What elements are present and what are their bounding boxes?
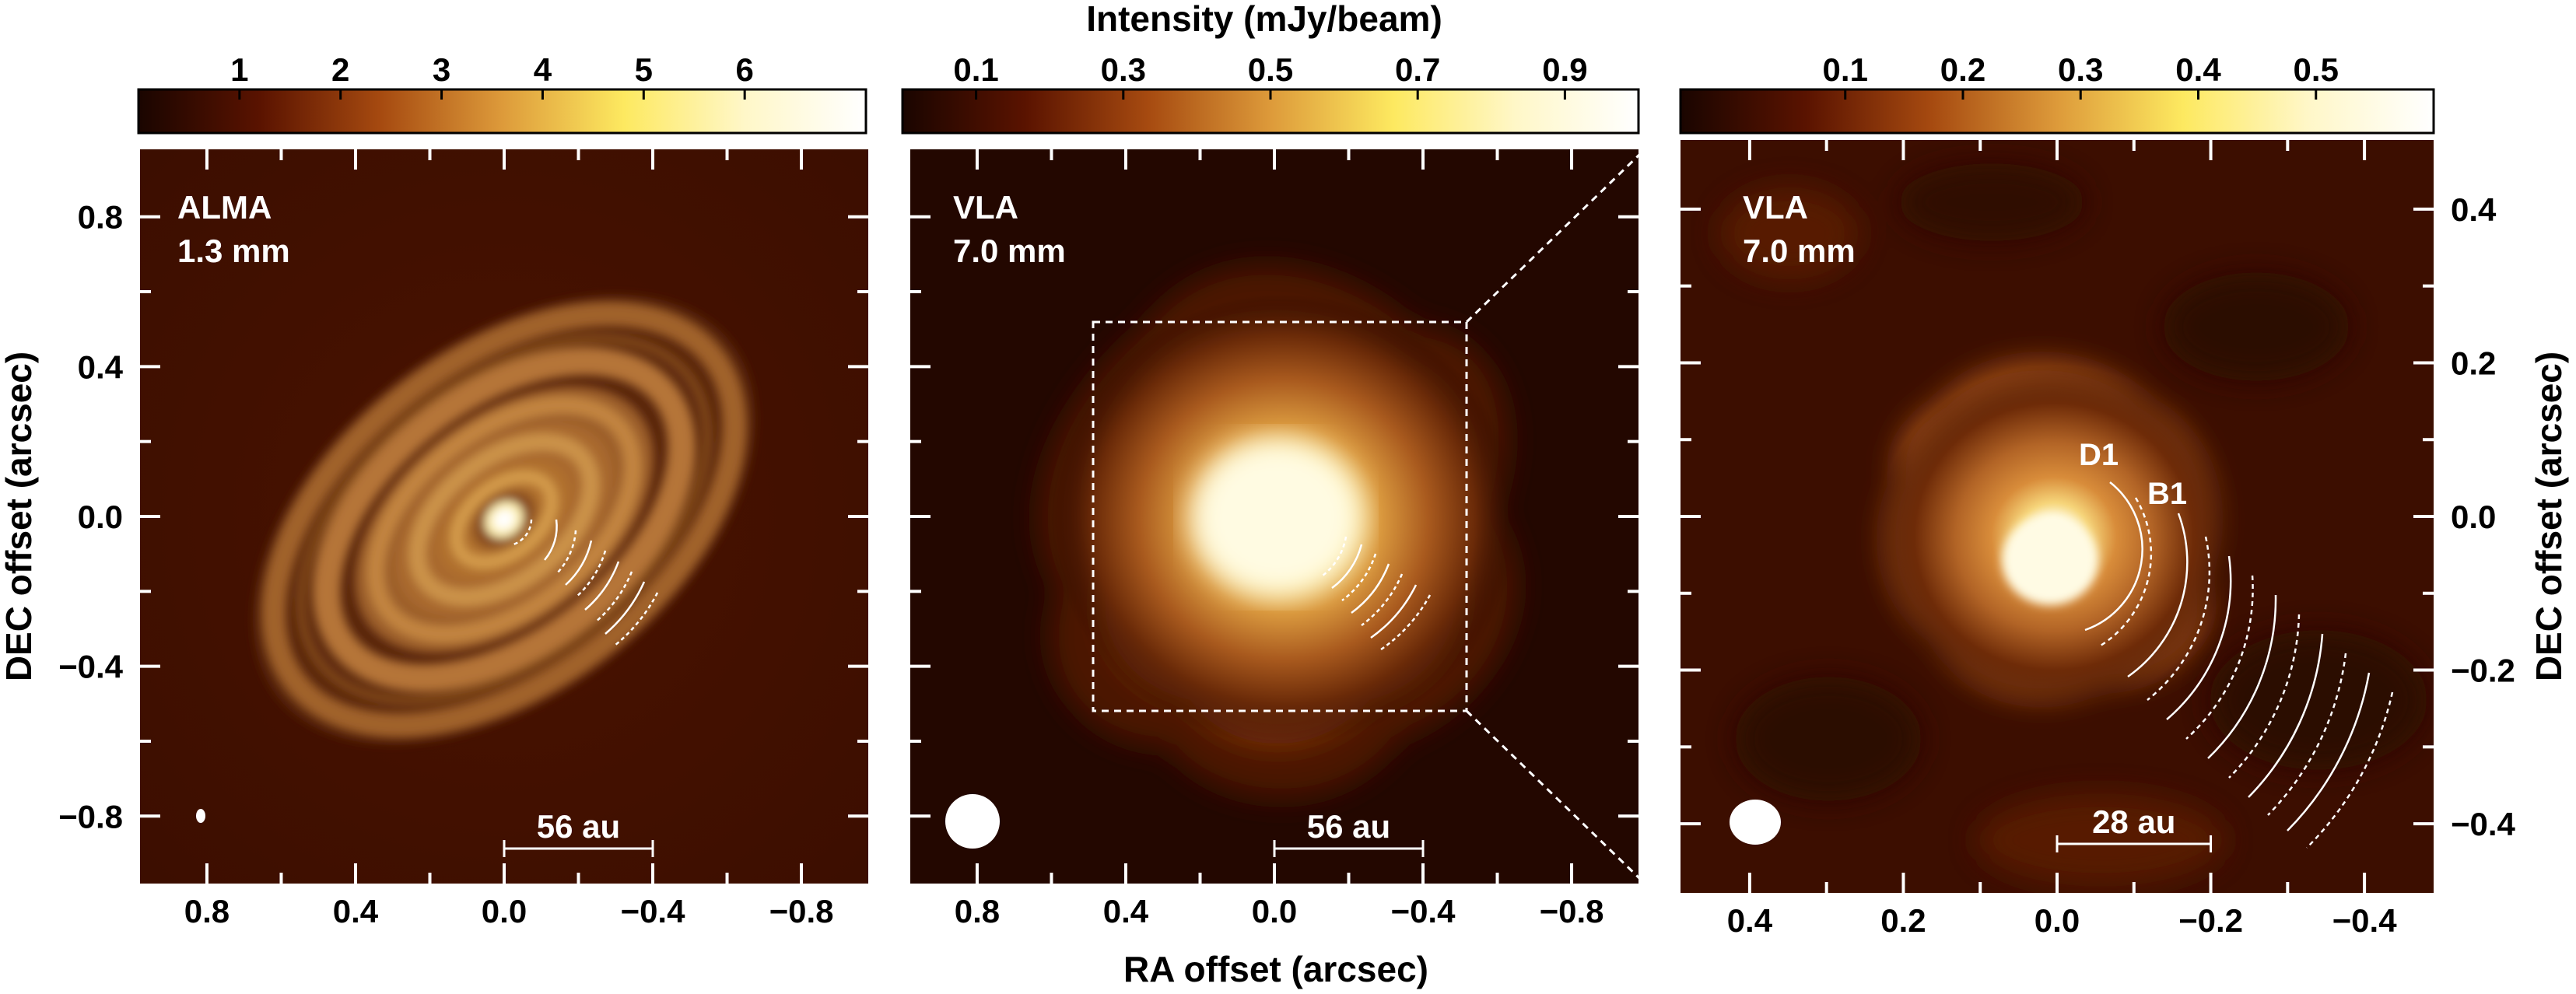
colorbar-3	[1679, 88, 2435, 135]
colorbar-1	[137, 88, 867, 135]
x-tick-label: −0.8	[1540, 893, 1604, 929]
ring-arcs-vla-zoom	[2084, 481, 2394, 849]
colorbar-tick-label: 6	[735, 51, 753, 88]
scalebar-label-3: 28 au	[2092, 803, 2175, 840]
image-alma	[140, 149, 868, 884]
panel-vla-7mm-zoom: 0.1 0.2 0.3 0.4 0.5	[1679, 51, 2516, 939]
y-tick-label: 0.8	[78, 199, 123, 236]
instrument-label-1: ALMA	[177, 189, 272, 226]
colorbar-tick-label: 4	[534, 51, 552, 88]
y-tick-label: 0.2	[2451, 345, 2496, 381]
x-tick-label: 0.4	[1103, 893, 1149, 929]
colorbar-tick-label: 0.4	[2175, 51, 2221, 88]
ring-arcs-vla	[1322, 536, 1432, 651]
y-axis-label-left: DEC offset (arcsec)	[0, 352, 39, 681]
y-tick-label: −0.8	[58, 798, 123, 835]
x-tick-label: 0.0	[1252, 893, 1297, 929]
colorbar-tick-label: 0.7	[1395, 51, 1440, 88]
scalebar-1: 56 au	[503, 808, 654, 857]
image-vla-zoom	[1681, 140, 2434, 893]
y-tick-label: −0.4	[2451, 806, 2516, 842]
y-tick-label: 0.0	[2451, 499, 2496, 535]
x-axis-label: RA offset (arcsec)	[1123, 949, 1428, 989]
colorbar-tick-label: 0.9	[1542, 51, 1587, 88]
x-tick-label: −0.4	[1391, 893, 1456, 929]
x-tick-label: 0.0	[482, 893, 527, 929]
x-tick-label: 0.0	[2035, 902, 2080, 939]
x-tick-label: −0.4	[2332, 902, 2398, 939]
zoom-connectors	[1465, 152, 1642, 880]
colorbar-tick-label: 1	[230, 51, 248, 88]
colorbar-2-ticks: 0.1 0.3 0.5 0.7 0.9	[953, 51, 1588, 100]
x-tick-label: 0.2	[1880, 902, 1926, 939]
panel-vla-7mm: 0.1 0.3 0.5 0.7 0.9 VLA 7.0 mm	[901, 51, 1642, 929]
axis-ticks-1: 0.8 0.4 0.0 −0.4 −0.8 0.8 0.4 0.0 −0.4 −0.8	[58, 149, 868, 929]
colorbar-tick-label: 0.1	[1823, 51, 1868, 88]
scalebar-2: 56 au	[1273, 808, 1425, 857]
ring-arcs-alma	[513, 519, 659, 646]
colorbar-tick-label: 5	[635, 51, 653, 88]
wavelength-label-3: 7.0 mm	[1743, 233, 1856, 269]
scalebar-3: 28 au	[2056, 803, 2213, 852]
x-tick-label: 0.4	[1727, 902, 1773, 939]
colorbar-title: Intensity (mJy/beam)	[1086, 0, 1442, 39]
instrument-label-2: VLA	[953, 189, 1018, 226]
x-tick-label: 0.8	[184, 893, 230, 929]
axis-ticks-3: 0.4 0.2 0.0 −0.2 −0.4 0.4 0.2 0.0 −0.2 −0.4	[1681, 140, 2516, 939]
x-tick-label: 0.8	[955, 893, 1000, 929]
panel-2-label: VLA 7.0 mm	[953, 189, 1066, 269]
colorbar-tick-label: 0.3	[2058, 51, 2103, 88]
panel-3-label: VLA 7.0 mm D1 B1	[1743, 189, 2187, 511]
panel-1-label: ALMA 1.3 mm	[177, 189, 290, 269]
zoom-box	[1092, 320, 1468, 712]
annotation-b1: B1	[2147, 477, 2187, 511]
x-tick-label: −0.2	[2178, 902, 2243, 939]
panel-alma-1p3mm: 1 2 3 4 5 6	[58, 51, 868, 929]
beam-vla-2	[1730, 800, 1781, 845]
scalebar-label-2: 56 au	[1307, 808, 1390, 845]
beam-alma	[196, 809, 205, 823]
colorbar-tick-label: 0.3	[1101, 51, 1146, 88]
wavelength-label-1: 1.3 mm	[177, 233, 290, 269]
colorbar-tick-label: 0.5	[1248, 51, 1293, 88]
colorbar-tick-label: 0.5	[2294, 51, 2339, 88]
y-tick-label: 0.4	[2451, 191, 2497, 228]
y-tick-label: −0.2	[2451, 653, 2515, 689]
colorbar-tick-label: 3	[433, 51, 450, 88]
x-tick-label: −0.8	[769, 893, 834, 929]
instrument-label-3: VLA	[1743, 189, 1808, 226]
axis-ticks-2: 0.8 0.4 0.0 −0.4 −0.8	[910, 149, 1638, 929]
y-tick-label: 0.0	[78, 499, 123, 535]
image-vla-wide	[910, 149, 1638, 884]
x-tick-label: −0.4	[621, 893, 686, 929]
annotation-d1: D1	[2079, 438, 2119, 472]
x-tick-label: 0.4	[333, 893, 379, 929]
colorbar-tick-label: 2	[331, 51, 349, 88]
beam-vla-1	[945, 794, 1000, 849]
y-tick-label: −0.4	[58, 649, 124, 685]
colorbar-1-ticks: 1 2 3 4 5 6	[230, 51, 754, 100]
y-tick-label: 0.4	[78, 348, 124, 385]
scalebar-label-1: 56 au	[537, 808, 620, 845]
colorbar-3-ticks: 0.1 0.2 0.3 0.4 0.5	[1823, 51, 2339, 100]
wavelength-label-2: 7.0 mm	[953, 233, 1066, 269]
colorbar-tick-label: 0.2	[1940, 51, 1985, 88]
colorbar-tick-label: 0.1	[953, 51, 998, 88]
y-axis-label-right: DEC offset (arcsec)	[2529, 352, 2569, 681]
